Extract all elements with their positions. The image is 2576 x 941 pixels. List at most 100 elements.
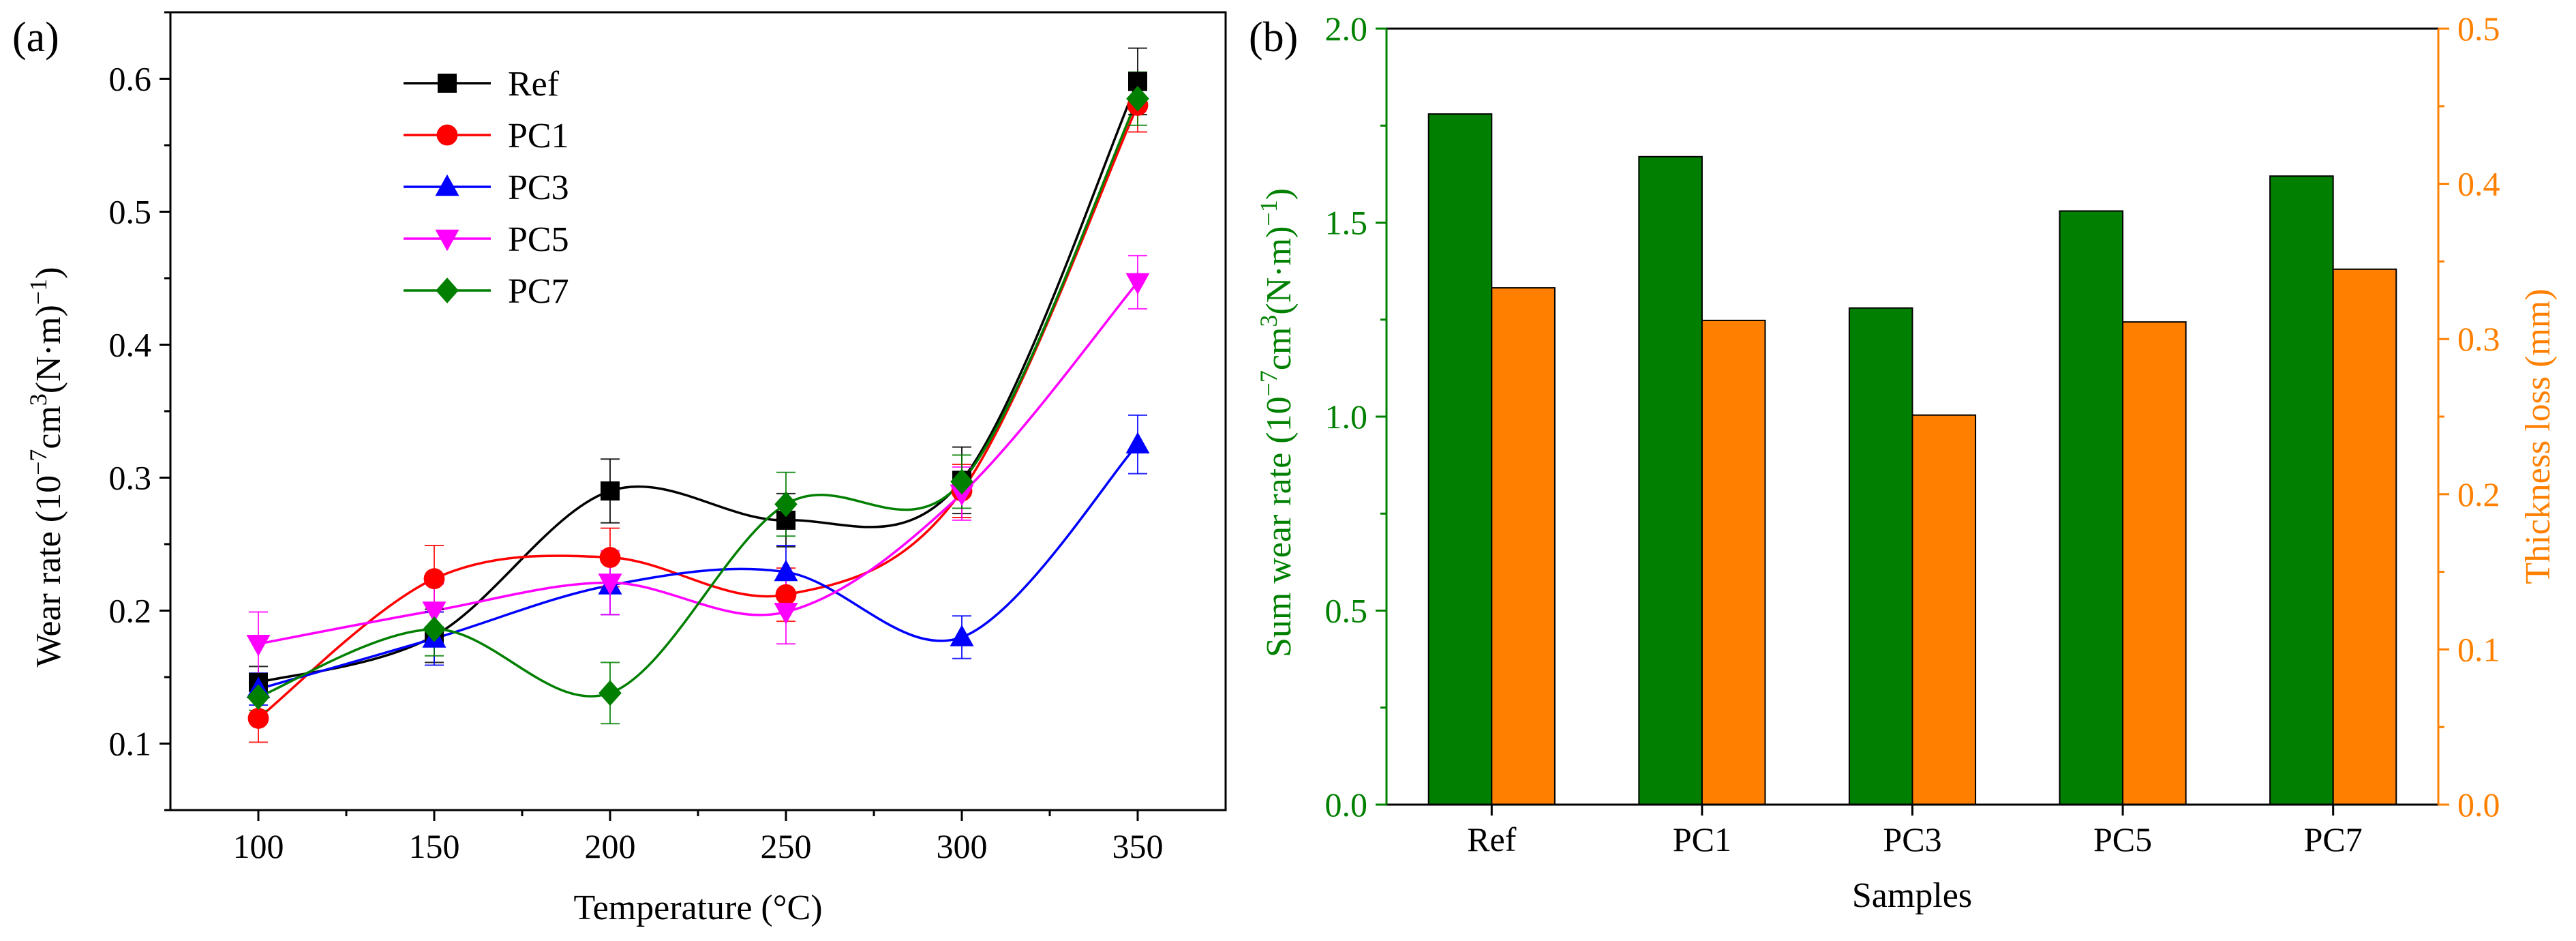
- panel-b-x-axis-label: Samples: [1852, 876, 1972, 915]
- a-point-pc7: [423, 616, 446, 642]
- b-right-y-tick-label: 0.0: [2457, 786, 2500, 824]
- b-bar-thickness-pc7: [2332, 268, 2397, 805]
- b-left-y-tick-label: 1.0: [1325, 398, 1368, 436]
- a-point-pc5: [1125, 273, 1150, 295]
- b-x-tick-label-pc5: PC5: [2093, 820, 2152, 858]
- a-y-tick-label: 0.2: [109, 592, 152, 630]
- a-ylabel-part1: Wear rate (10: [29, 475, 68, 668]
- a-point-pc5: [422, 601, 446, 623]
- a-point-pc3: [774, 559, 798, 582]
- b-ylabel-part1: Sum wear rate (10: [1260, 396, 1299, 657]
- a-ylabel-part3: (N·m): [29, 305, 68, 393]
- panel-a-wear-rate-vs-temperature: (a) 100 150 200 250 300 350 0.10.20.30.40.50.…: [12, 11, 1227, 927]
- a-y-tick-label: 0.5: [109, 193, 152, 231]
- b-bar-thickness-pc1: [1701, 319, 1766, 805]
- b-ylabel-sup2: 3: [1255, 315, 1282, 327]
- panel-b-sum-wear-rate-and-thickness: (b) Ref PC1 PC3 PC5 PC7 0.00.51.01.52.0 0.00…: [1249, 10, 2558, 915]
- a-x-tick-label: 250: [761, 827, 812, 865]
- b-right-y-tick-label: 0.4: [2457, 165, 2500, 203]
- a-point-pc3: [950, 625, 974, 646]
- a-legend-marker-pc5: [435, 229, 459, 252]
- panel-a-y-axis-label: Wear rate (10−7cm3(N·m)−1): [25, 267, 68, 667]
- a-point-pc7: [1126, 85, 1149, 112]
- panel-b-right-y-ticks: 0.0 0.1 0.2 0.3 0.4 0.5: [2438, 10, 2500, 824]
- b-ylabel-sup1: −7: [1255, 370, 1282, 396]
- a-point-pc1: [599, 547, 621, 568]
- a-point-pc1: [775, 584, 797, 606]
- b-x-tick-label-ref: Ref: [1467, 820, 1517, 858]
- panel-a-x-ticks: 100 150 200 250 300 350: [233, 810, 1164, 865]
- panel-b-left-y-ticks: 0.0 0.5 1.0 1.5 2.0: [1325, 10, 1387, 824]
- b-bar-wear-pc7: [2269, 175, 2334, 806]
- b-x-tick-label-pc7: PC7: [2304, 820, 2363, 858]
- b-bar-wear-pc3: [1848, 307, 1913, 805]
- a-ylabel-sup3: −1: [25, 279, 52, 305]
- panel-b-x-ticks: Ref PC1 PC3 PC5 PC7: [1467, 805, 2363, 858]
- panel-a-plot-area: [169, 11, 1227, 811]
- b-x-tick-label-pc3: PC3: [1883, 820, 1941, 858]
- panel-label-b: (b): [1249, 14, 1298, 61]
- a-x-tick-label: 300: [937, 827, 988, 865]
- a-legend-marker-pc1: [436, 124, 458, 146]
- a-x-tick-label: 100: [233, 827, 284, 865]
- b-bar-wear-pc5: [2059, 210, 2124, 805]
- a-x-tick-label: 350: [1112, 827, 1164, 865]
- b-right-y-tick-label: 0.3: [2457, 320, 2500, 358]
- panel-a-y-ticks: 0.1 0.2 0.3 0.4 0.5 0.6: [109, 11, 170, 811]
- panel-a-x-axis-label: Temperature (°C): [573, 888, 822, 927]
- b-ylabel-part2: cm: [1260, 327, 1299, 371]
- a-legend-label-ref: Ref: [508, 65, 560, 104]
- a-curve-ref: [258, 80, 1139, 684]
- b-bar-wear-pc1: [1638, 155, 1703, 805]
- a-point-pc7: [774, 491, 798, 518]
- a-point-pc1: [423, 568, 445, 590]
- a-curve-pc5: [258, 281, 1139, 645]
- a-legend-marker-ref: [438, 74, 457, 93]
- a-x-tick-label: 150: [409, 827, 460, 865]
- panel-a-legend: Ref PC1 PC3 PC5 PC7: [404, 65, 569, 311]
- a-y-tick-label: 0.3: [109, 459, 152, 497]
- b-right-y-tick-label: 0.1: [2457, 630, 2500, 668]
- b-bar-thickness-pc3: [1911, 414, 1977, 805]
- b-bar-thickness-pc5: [2122, 321, 2187, 805]
- a-point-pc3: [1125, 432, 1150, 454]
- a-point-pc5: [950, 484, 974, 507]
- a-point-ref: [601, 481, 620, 501]
- b-x-tick-label-pc1: PC1: [1673, 820, 1731, 858]
- panel-a-markers: [246, 72, 1150, 729]
- a-y-tick-label: 0.6: [109, 60, 152, 98]
- b-ylabel-part3: (N·m): [1260, 226, 1299, 315]
- a-legend-label-pc1: PC1: [508, 117, 569, 155]
- panel-a-curves: [257, 80, 1139, 719]
- a-ylabel-sup2: 3: [25, 393, 52, 406]
- a-point-pc7: [247, 684, 270, 711]
- b-right-y-tick-label: 0.2: [2457, 475, 2500, 513]
- a-point-pc7: [950, 468, 973, 495]
- a-point-pc5: [598, 573, 622, 595]
- b-bar-wear-ref: [1427, 113, 1493, 805]
- a-legend-marker-pc7: [436, 278, 459, 303]
- b-left-y-tick-label: 0.5: [1325, 592, 1368, 630]
- b-left-y-tick-label: 0.0: [1325, 786, 1368, 824]
- a-curve-pc3: [258, 443, 1139, 691]
- panel-label-a: (a): [12, 14, 59, 61]
- panel-b-right-y-axis-label: Thickness loss (mm): [2519, 288, 2558, 584]
- a-ylabel-part4: ): [29, 267, 68, 278]
- panel-a-frame: [169, 11, 1227, 811]
- a-point-pc1: [247, 708, 269, 729]
- a-y-tick-label: 0.1: [109, 725, 152, 763]
- b-left-y-tick-label: 1.5: [1325, 204, 1368, 242]
- a-point-pc7: [598, 680, 622, 706]
- a-x-tick-label: 200: [585, 827, 636, 865]
- b-left-y-tick-label: 2.0: [1325, 10, 1368, 48]
- b-right-y-tick-label: 0.5: [2457, 10, 2500, 48]
- a-y-tick-label: 0.4: [109, 326, 152, 364]
- b-ylabel-part4: ): [1260, 188, 1299, 200]
- a-ylabel-part2: cm: [29, 406, 68, 449]
- a-legend-marker-pc3: [435, 174, 459, 196]
- b-ylabel-sup3: −1: [1255, 200, 1282, 226]
- a-legend-label-pc5: PC5: [508, 220, 569, 259]
- a-legend-label-pc3: PC3: [508, 168, 569, 207]
- panel-b-left-y-axis-label: Sum wear rate (10−7cm3(N·m)−1): [1255, 188, 1299, 657]
